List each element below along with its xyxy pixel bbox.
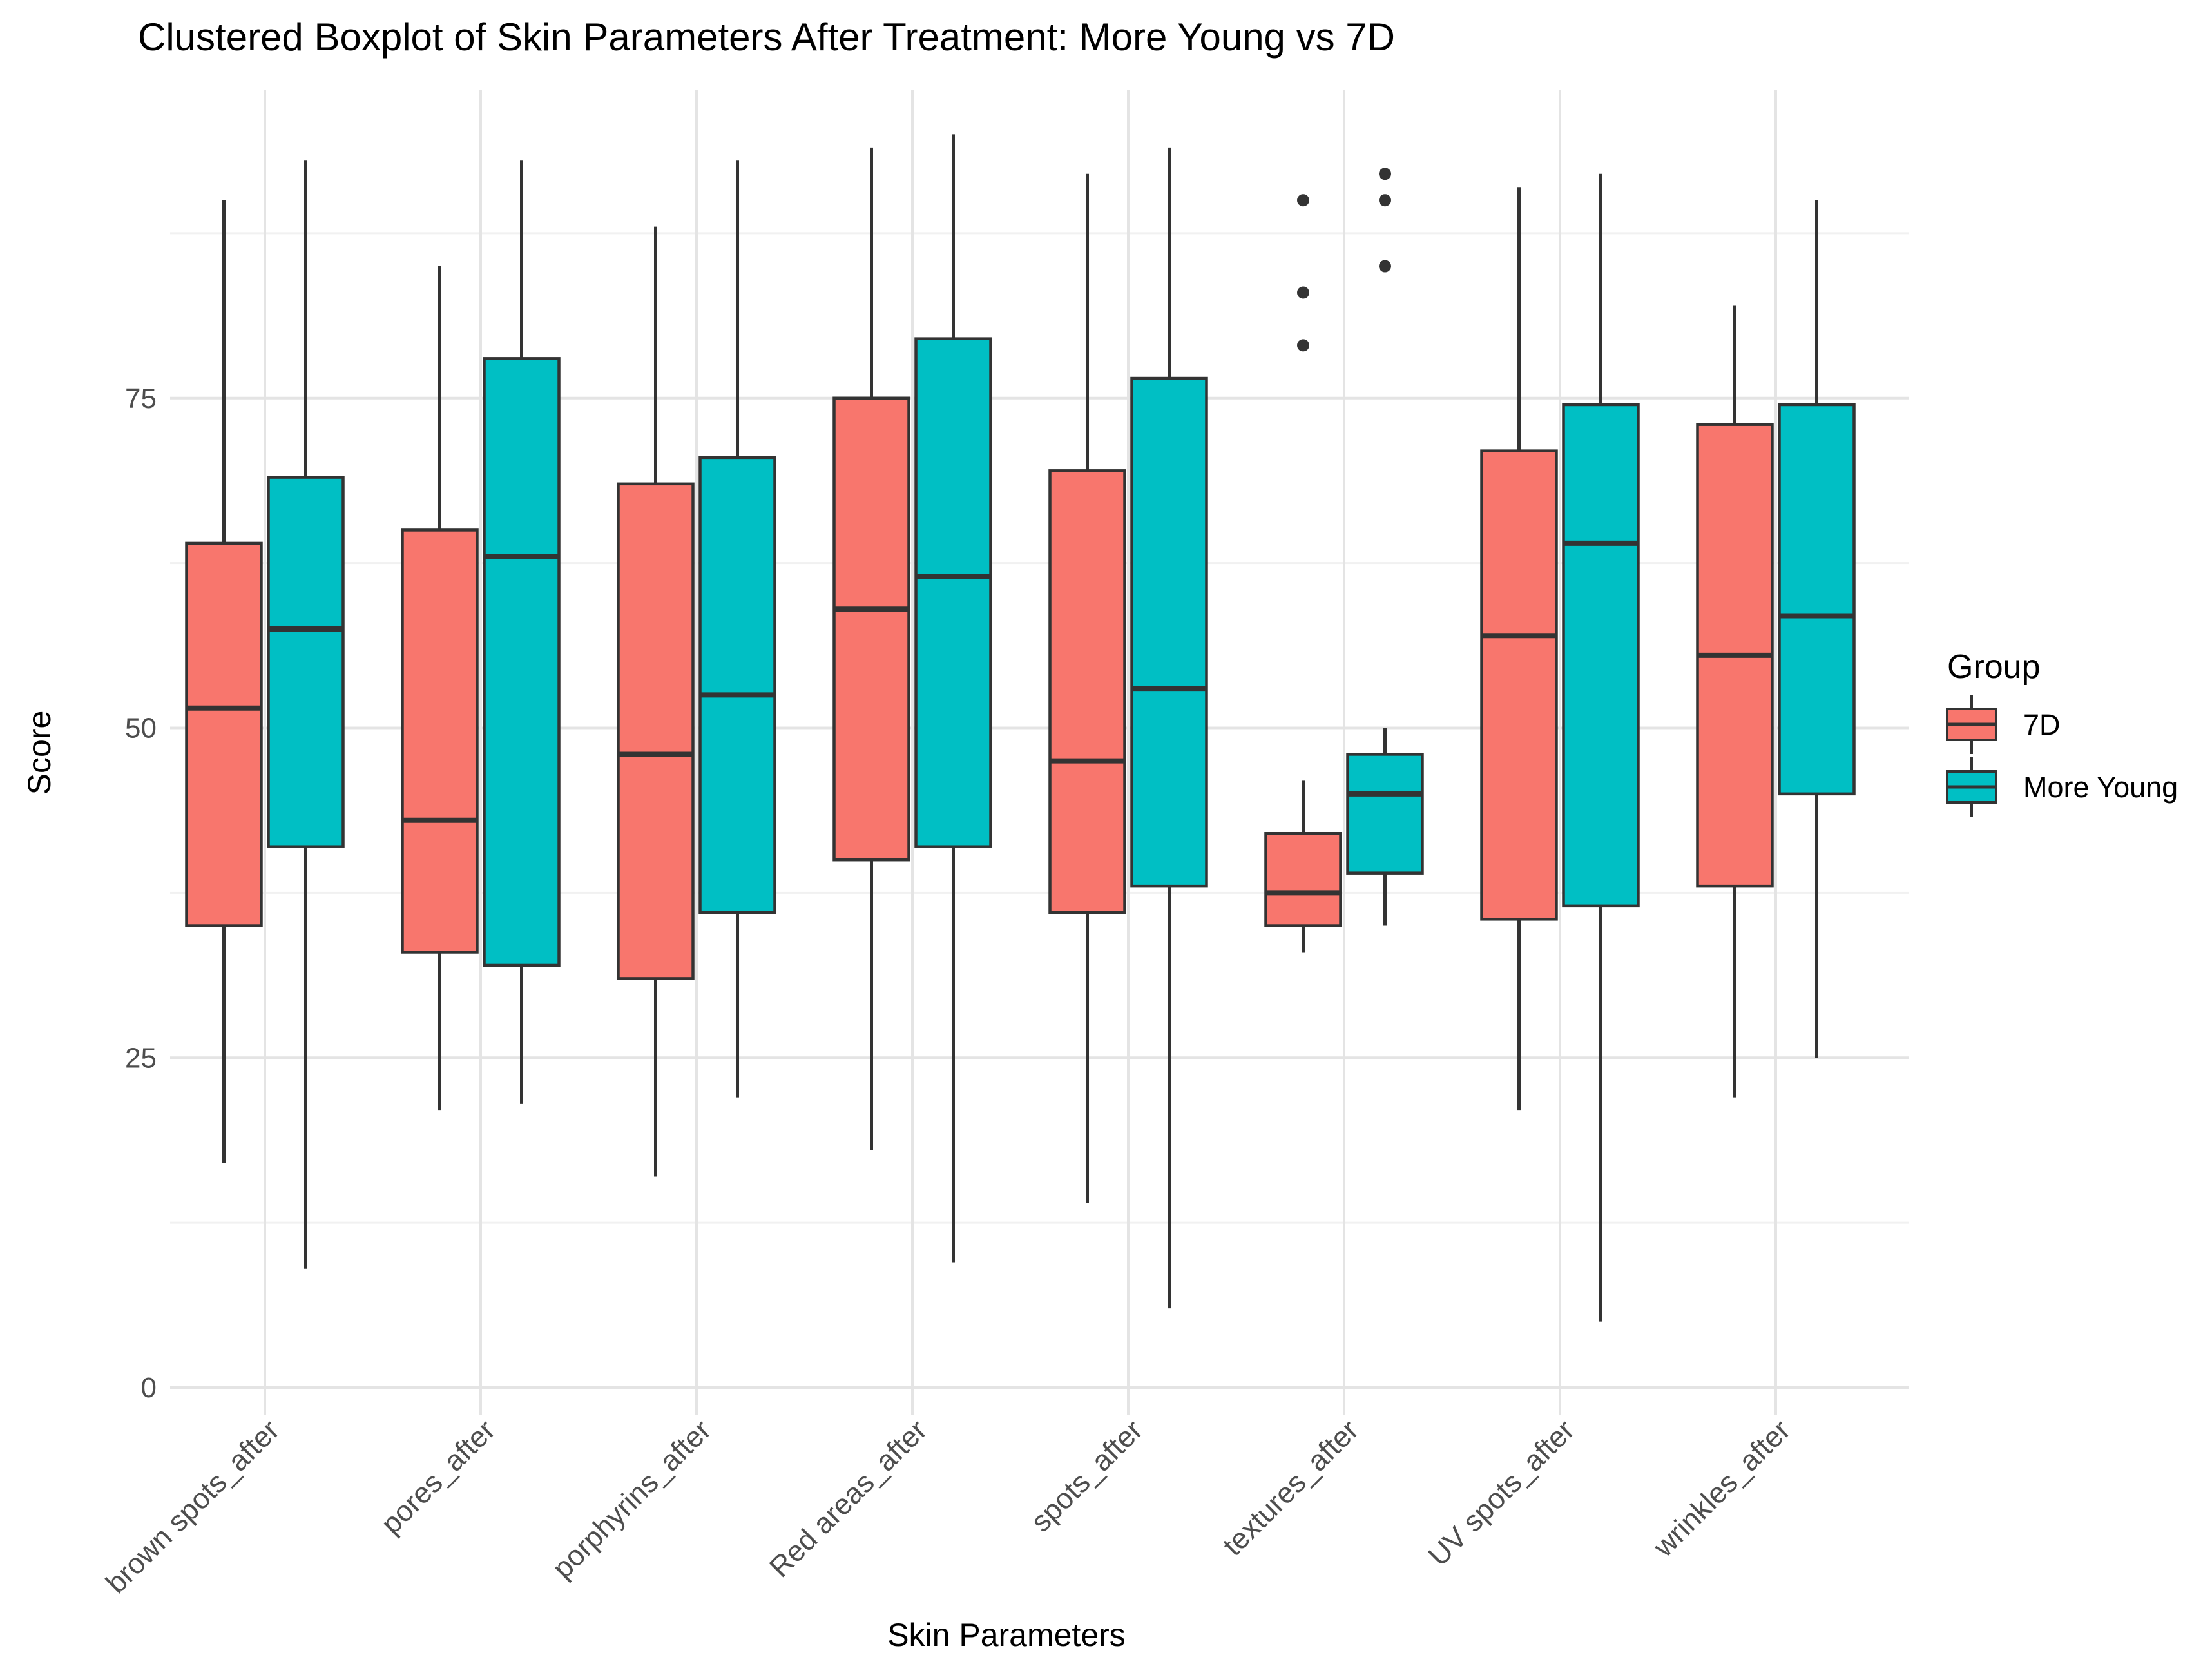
iqr-box (1562, 403, 1640, 908)
iqr-box (1048, 469, 1126, 914)
y-tick-label: 75 (125, 383, 157, 414)
legend-key-more-young: More Young (1946, 757, 2178, 817)
y-tick-label: 50 (125, 713, 157, 744)
box-layer (185, 134, 1856, 1322)
boxplot-7d-1 (185, 200, 263, 1164)
outlier-dot (1379, 194, 1391, 207)
iqr-box (267, 476, 345, 848)
plot-title: Clustered Boxplot of Skin Parameters Aft… (138, 15, 1395, 59)
boxplot-more-young-3 (698, 160, 776, 1098)
iqr-box (1480, 449, 1558, 921)
legend-label: 7D (2023, 708, 2061, 741)
y-tick-label: 25 (125, 1042, 157, 1074)
legend-keys: 7D More Young (1946, 695, 2178, 817)
boxplot-7d-6 (1264, 194, 1342, 953)
outlier-dot (1379, 168, 1391, 180)
iqr-box (1778, 403, 1856, 796)
iqr-box (698, 456, 776, 914)
boxplot-more-young-7 (1562, 173, 1640, 1322)
legend-key-7d: 7D (1946, 695, 2061, 754)
boxplot-more-young-2 (483, 160, 561, 1104)
boxplot-7d-8 (1696, 305, 1774, 1098)
boxplot-7d-3 (617, 226, 695, 1177)
boxplot-more-young-1 (267, 160, 345, 1269)
outlier-dot (1297, 194, 1309, 207)
iqr-box (832, 396, 910, 862)
legend-title: Group (1947, 648, 2041, 686)
boxplot-more-young-8 (1778, 200, 1856, 1058)
x-axis-title: Skin Parameters (887, 1617, 1126, 1653)
outlier-dot (1297, 286, 1309, 299)
boxplot-7d-7 (1480, 187, 1558, 1111)
iqr-box (483, 357, 561, 967)
boxplot-7d-5 (1048, 173, 1126, 1203)
y-tick-label: 0 (141, 1372, 157, 1404)
boxplot-7d-4 (832, 147, 910, 1150)
boxplot-more-young-5 (1130, 147, 1208, 1309)
iqr-box (1130, 376, 1208, 888)
legend: Group 7D More Young (1946, 648, 2178, 817)
iqr-box (617, 482, 695, 980)
iqr-box (1264, 832, 1342, 927)
outlier-dot (1297, 339, 1309, 352)
legend-label: More Young (2023, 771, 2178, 804)
iqr-box (1346, 753, 1424, 875)
outlier-dot (1379, 260, 1391, 273)
boxplot-more-young-4 (914, 134, 992, 1263)
iqr-box (914, 337, 992, 848)
boxplot-more-young-6 (1346, 168, 1424, 926)
iqr-box (185, 541, 263, 927)
boxplot-7d-2 (401, 266, 479, 1111)
y-axis-title: Score (21, 711, 57, 795)
iqr-box (401, 528, 479, 954)
